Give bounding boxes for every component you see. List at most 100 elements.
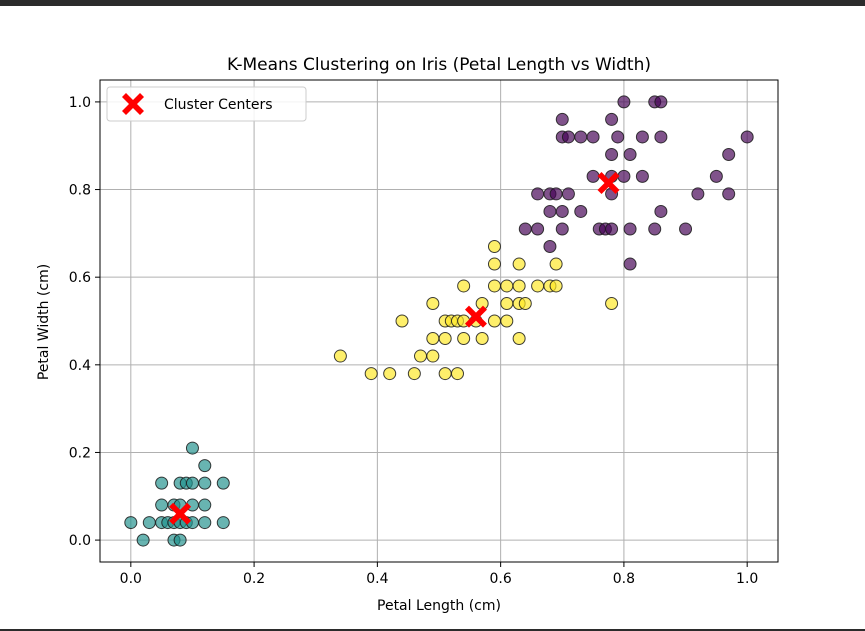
cluster-0-point bbox=[518, 222, 532, 236]
cluster-0-point bbox=[543, 240, 557, 254]
y-axis-label: Petal Width (cm) bbox=[36, 264, 52, 380]
cluster-0-point bbox=[722, 147, 736, 161]
data-points bbox=[124, 95, 754, 547]
x-tick-label: 0.4 bbox=[366, 571, 388, 587]
y-tick-label: 0.4 bbox=[69, 358, 91, 374]
cluster-0-point bbox=[709, 169, 723, 183]
cluster-0-point bbox=[654, 204, 668, 218]
x-axis-label: Petal Length (cm) bbox=[377, 598, 501, 614]
cluster-1-point bbox=[216, 476, 230, 490]
cluster-2-point bbox=[512, 257, 526, 271]
cluster-0-point bbox=[635, 169, 649, 183]
cluster-1-point bbox=[185, 476, 199, 490]
cluster-2-point bbox=[487, 257, 501, 271]
cluster-0-point bbox=[740, 130, 754, 144]
cluster-2-point bbox=[549, 279, 563, 293]
cluster-0-point bbox=[574, 204, 588, 218]
cluster-0-point bbox=[722, 187, 736, 201]
cluster-0-point bbox=[561, 130, 575, 144]
cluster-0-point bbox=[555, 204, 569, 218]
cluster-2-point bbox=[500, 279, 514, 293]
cluster-2-point bbox=[512, 279, 526, 293]
top-border bbox=[0, 0, 865, 6]
cluster-0-point bbox=[617, 95, 631, 109]
cluster-2-point bbox=[407, 367, 421, 381]
grid-lines bbox=[100, 80, 778, 562]
cluster-2-point bbox=[487, 279, 501, 293]
cluster-2-point bbox=[457, 279, 471, 293]
x-axis-ticks: 0.0 0.2 0.4 0.6 0.8 1.0 bbox=[120, 562, 758, 587]
cluster-1-point bbox=[136, 533, 150, 547]
cluster-0-point bbox=[531, 187, 545, 201]
cluster-1-point bbox=[198, 516, 212, 530]
cluster-centers bbox=[169, 171, 620, 525]
cluster-2-point bbox=[500, 314, 514, 328]
cluster-2-point bbox=[395, 314, 409, 328]
cluster-2-point bbox=[457, 332, 471, 346]
cluster-0-point bbox=[691, 187, 705, 201]
x-tick-label: 0.6 bbox=[490, 571, 512, 587]
cluster-2-point bbox=[512, 332, 526, 346]
cluster-2-point bbox=[438, 367, 452, 381]
cluster-2-point bbox=[549, 257, 563, 271]
y-tick-label: 0.6 bbox=[69, 270, 91, 286]
cluster-0-point bbox=[654, 95, 668, 109]
cluster-2-point bbox=[333, 349, 347, 363]
legend: Cluster Centers bbox=[106, 86, 307, 122]
cluster-0-point bbox=[549, 187, 563, 201]
cluster-1-point bbox=[198, 459, 212, 473]
cluster-1-point bbox=[124, 516, 138, 530]
cluster-0-point bbox=[623, 147, 637, 161]
cluster-2-point bbox=[487, 314, 501, 328]
cluster-center-marker bbox=[169, 502, 192, 525]
y-axis-ticks: 0.0 0.2 0.4 0.6 0.8 1.0 bbox=[69, 95, 100, 549]
legend-marker-x-icon bbox=[122, 93, 144, 115]
cluster-2-point bbox=[531, 279, 545, 293]
cluster-2-point bbox=[414, 349, 428, 363]
cluster-2-point bbox=[438, 332, 452, 346]
legend-label-cluster-centers: Cluster Centers bbox=[164, 97, 273, 113]
cluster-0-point bbox=[648, 222, 662, 236]
cluster-1-point bbox=[198, 476, 212, 490]
cluster-0-point bbox=[635, 130, 649, 144]
plot-frame bbox=[99, 79, 779, 563]
cluster-0-point bbox=[605, 147, 619, 161]
cluster-0-point bbox=[654, 130, 668, 144]
cluster-0-point bbox=[605, 112, 619, 126]
cluster-2-point bbox=[475, 332, 489, 346]
cluster-1-point bbox=[173, 533, 187, 547]
cluster-0-point bbox=[586, 130, 600, 144]
cluster-1-point bbox=[216, 516, 230, 530]
cluster-2-point bbox=[383, 367, 397, 381]
cluster-0-point bbox=[623, 222, 637, 236]
y-tick-label: 1.0 bbox=[69, 95, 91, 111]
cluster-2-point bbox=[518, 296, 532, 310]
y-tick-label: 0.8 bbox=[69, 183, 91, 199]
x-tick-label: 0.0 bbox=[120, 571, 142, 587]
y-tick-label: 0.0 bbox=[69, 533, 91, 549]
x-tick-label: 1.0 bbox=[736, 571, 758, 587]
cluster-0-point bbox=[543, 204, 557, 218]
cluster-0-point bbox=[617, 169, 631, 183]
cluster-2-point bbox=[426, 349, 440, 363]
cluster-1-point bbox=[185, 441, 199, 455]
cluster-2-point bbox=[500, 296, 514, 310]
cluster-0-point bbox=[555, 112, 569, 126]
x-tick-label: 0.8 bbox=[613, 571, 635, 587]
chart-title: K-Means Clustering on Iris (Petal Length… bbox=[227, 55, 651, 75]
cluster-center-marker bbox=[597, 171, 620, 194]
cluster-2-point bbox=[487, 240, 501, 254]
cluster-2-point bbox=[605, 296, 619, 310]
cluster-1-point bbox=[155, 476, 169, 490]
legend-box bbox=[106, 86, 307, 122]
cluster-1-point bbox=[142, 516, 156, 530]
cluster-0-point bbox=[586, 169, 600, 183]
cluster-0-point bbox=[605, 222, 619, 236]
bottom-border bbox=[0, 629, 865, 631]
cluster-2-point bbox=[450, 367, 464, 381]
x-tick-label: 0.2 bbox=[243, 571, 265, 587]
cluster-2-point bbox=[364, 367, 378, 381]
cluster-0-point bbox=[561, 187, 575, 201]
cluster-1-point bbox=[155, 498, 169, 512]
